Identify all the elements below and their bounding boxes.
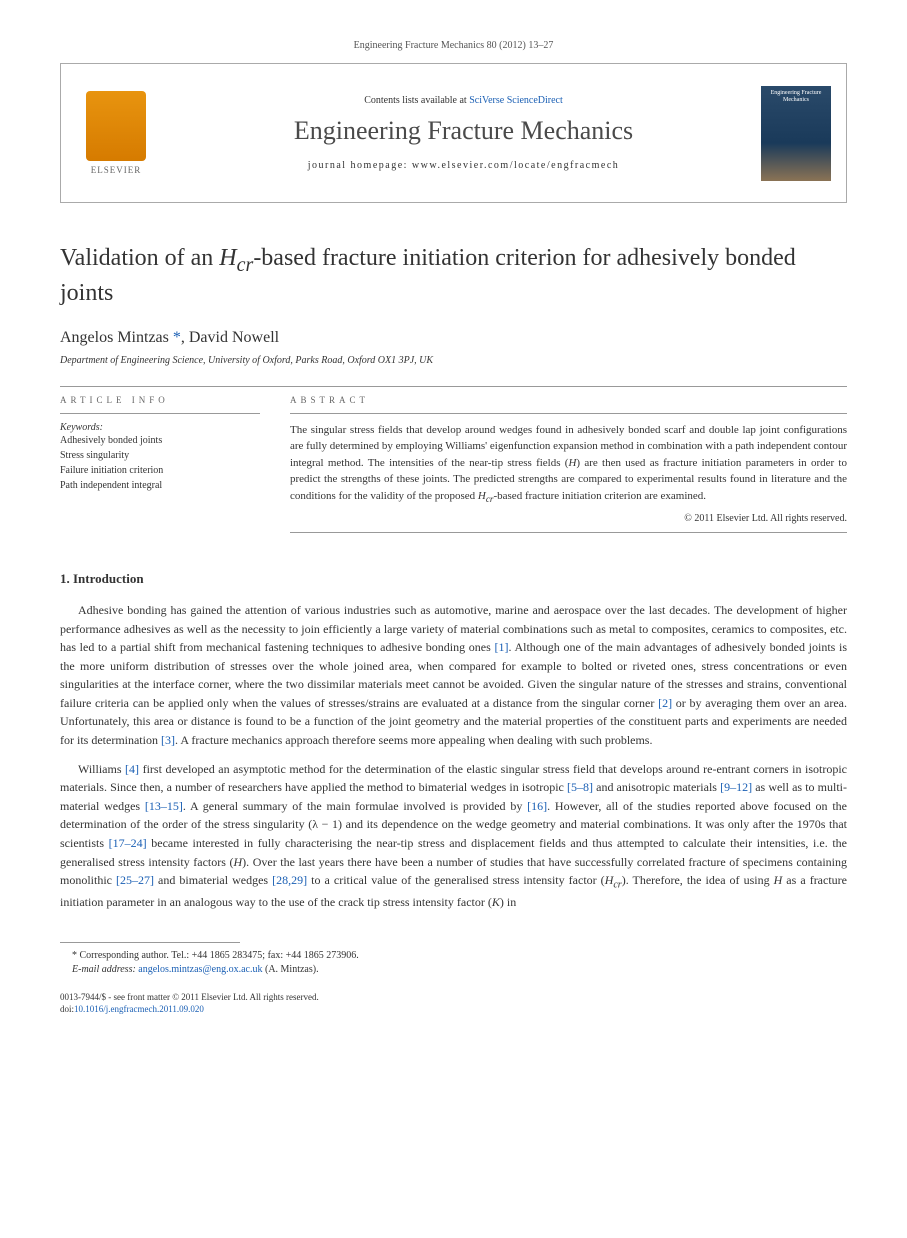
keyword-4: Path independent integral xyxy=(60,478,260,493)
journal-header-box: ELSEVIER Contents lists available at Sci… xyxy=(60,63,847,203)
p2-a: Williams xyxy=(78,762,125,776)
ref-16[interactable]: [16] xyxy=(527,799,547,813)
author-1: Angelos Mintzas xyxy=(60,329,169,346)
issn-line: 0013-7944/$ - see front matter © 2011 El… xyxy=(60,991,847,1004)
email-suffix: (A. Mintzas). xyxy=(262,964,318,975)
journal-center: Contents lists available at SciVerse Sci… xyxy=(176,95,751,171)
ref-4[interactable]: [4] xyxy=(125,762,139,776)
keyword-2: Stress singularity xyxy=(60,448,260,463)
ref-2[interactable]: [2] xyxy=(658,696,672,710)
article-info-col: ARTICLE INFO Keywords: Adhesively bonded… xyxy=(60,395,260,541)
bottom-info: 0013-7944/$ - see front matter © 2011 El… xyxy=(60,991,847,1016)
affiliation: Department of Engineering Science, Unive… xyxy=(60,355,847,366)
author-2: David Nowell xyxy=(189,329,279,346)
homepage-prefix: journal homepage: xyxy=(308,160,412,171)
ref-25-27[interactable]: [25–27] xyxy=(116,873,154,887)
author-sep: , xyxy=(181,329,189,346)
abstract-divider xyxy=(290,413,847,414)
abs-hcr: H xyxy=(478,490,486,502)
p2-e: . A general summary of the main formulae… xyxy=(183,799,527,813)
article-info-heading: ARTICLE INFO xyxy=(60,395,260,405)
doi-label: doi: xyxy=(60,1004,74,1014)
contents-line: Contents lists available at SciVerse Sci… xyxy=(176,95,751,106)
p2-h1: H xyxy=(233,855,242,869)
info-abstract-row: ARTICLE INFO Keywords: Adhesively bonded… xyxy=(60,395,847,541)
ref-9-12[interactable]: [9–12] xyxy=(720,780,752,794)
ref-17-24[interactable]: [17–24] xyxy=(109,836,147,850)
keyword-1: Adhesively bonded joints xyxy=(60,433,260,448)
abs-c: -based fracture initiation criterion are… xyxy=(493,490,706,502)
intro-p2: Williams [4] first developed an asymptot… xyxy=(60,760,847,912)
abstract-text: The singular stress fields that develop … xyxy=(290,422,847,507)
journal-title: Engineering Fracture Mechanics xyxy=(176,116,751,146)
elsevier-logo: ELSEVIER xyxy=(76,83,156,183)
elsevier-tree-icon xyxy=(86,91,146,161)
header-citation: Engineering Fracture Mechanics 80 (2012)… xyxy=(60,40,847,51)
title-h: H xyxy=(219,245,236,271)
abstract-copyright: © 2011 Elsevier Ltd. All rights reserved… xyxy=(290,513,847,524)
intro-p1: Adhesive bonding has gained the attentio… xyxy=(60,601,847,750)
info-divider xyxy=(60,413,260,414)
elsevier-label: ELSEVIER xyxy=(91,165,142,175)
divider xyxy=(60,386,847,387)
ref-1[interactable]: [1] xyxy=(494,640,508,654)
email-footnote: E-mail address: angelos.mintzas@eng.ox.a… xyxy=(60,963,847,977)
homepage-url: www.elsevier.com/locate/engfracmech xyxy=(412,160,619,171)
keyword-3: Failure initiation criterion xyxy=(60,463,260,478)
p2-k: ). Therefore, the idea of using xyxy=(622,873,774,887)
footnote-separator xyxy=(60,942,240,943)
abstract-bottom-divider xyxy=(290,532,847,533)
corresponding-footnote: * Corresponding author. Tel.: +44 1865 2… xyxy=(60,949,847,963)
ref-13-15[interactable]: [13–15] xyxy=(145,799,183,813)
p2-j: to a critical value of the generalised s… xyxy=(307,873,605,887)
ref-5-8[interactable]: [5–8] xyxy=(567,780,593,794)
ref-3[interactable]: [3] xyxy=(161,733,175,747)
intro-heading: 1. Introduction xyxy=(60,571,847,587)
journal-cover-thumb: Engineering Fracture Mechanics xyxy=(761,86,831,181)
email-label: E-mail address: xyxy=(72,964,138,975)
corresponding-mark[interactable]: * xyxy=(173,329,181,346)
p2-cr: cr xyxy=(613,880,621,891)
sciencedirect-link[interactable]: SciVerse ScienceDirect xyxy=(469,95,563,106)
doi-line: doi:10.1016/j.engfracmech.2011.09.020 xyxy=(60,1003,847,1016)
email-link[interactable]: angelos.mintzas@eng.ox.ac.uk xyxy=(138,964,262,975)
article-title: Validation of an Hcr-based fracture init… xyxy=(60,243,847,309)
title-pre: Validation of an xyxy=(60,245,219,271)
contents-prefix: Contents lists available at xyxy=(364,95,469,106)
journal-homepage: journal homepage: www.elsevier.com/locat… xyxy=(176,160,751,171)
p2-m: ) in xyxy=(500,895,516,909)
p2-K: K xyxy=(492,895,500,909)
p1-d: . A fracture mechanics approach therefor… xyxy=(175,733,653,747)
doi-link[interactable]: 10.1016/j.engfracmech.2011.09.020 xyxy=(74,1004,204,1014)
cover-text: Engineering Fracture Mechanics xyxy=(761,86,831,108)
p2-h3: H xyxy=(774,873,783,887)
p2-i: and bimaterial wedges xyxy=(154,873,272,887)
abstract-heading: ABSTRACT xyxy=(290,395,847,405)
keywords-label: Keywords: xyxy=(60,422,260,433)
authors: Angelos Mintzas *, David Nowell xyxy=(60,329,847,347)
ref-28-29[interactable]: [28,29] xyxy=(272,873,307,887)
p2-c: and anisotropic materials xyxy=(593,780,720,794)
abstract-col: ABSTRACT The singular stress fields that… xyxy=(290,395,847,541)
title-sub: cr xyxy=(237,254,254,276)
